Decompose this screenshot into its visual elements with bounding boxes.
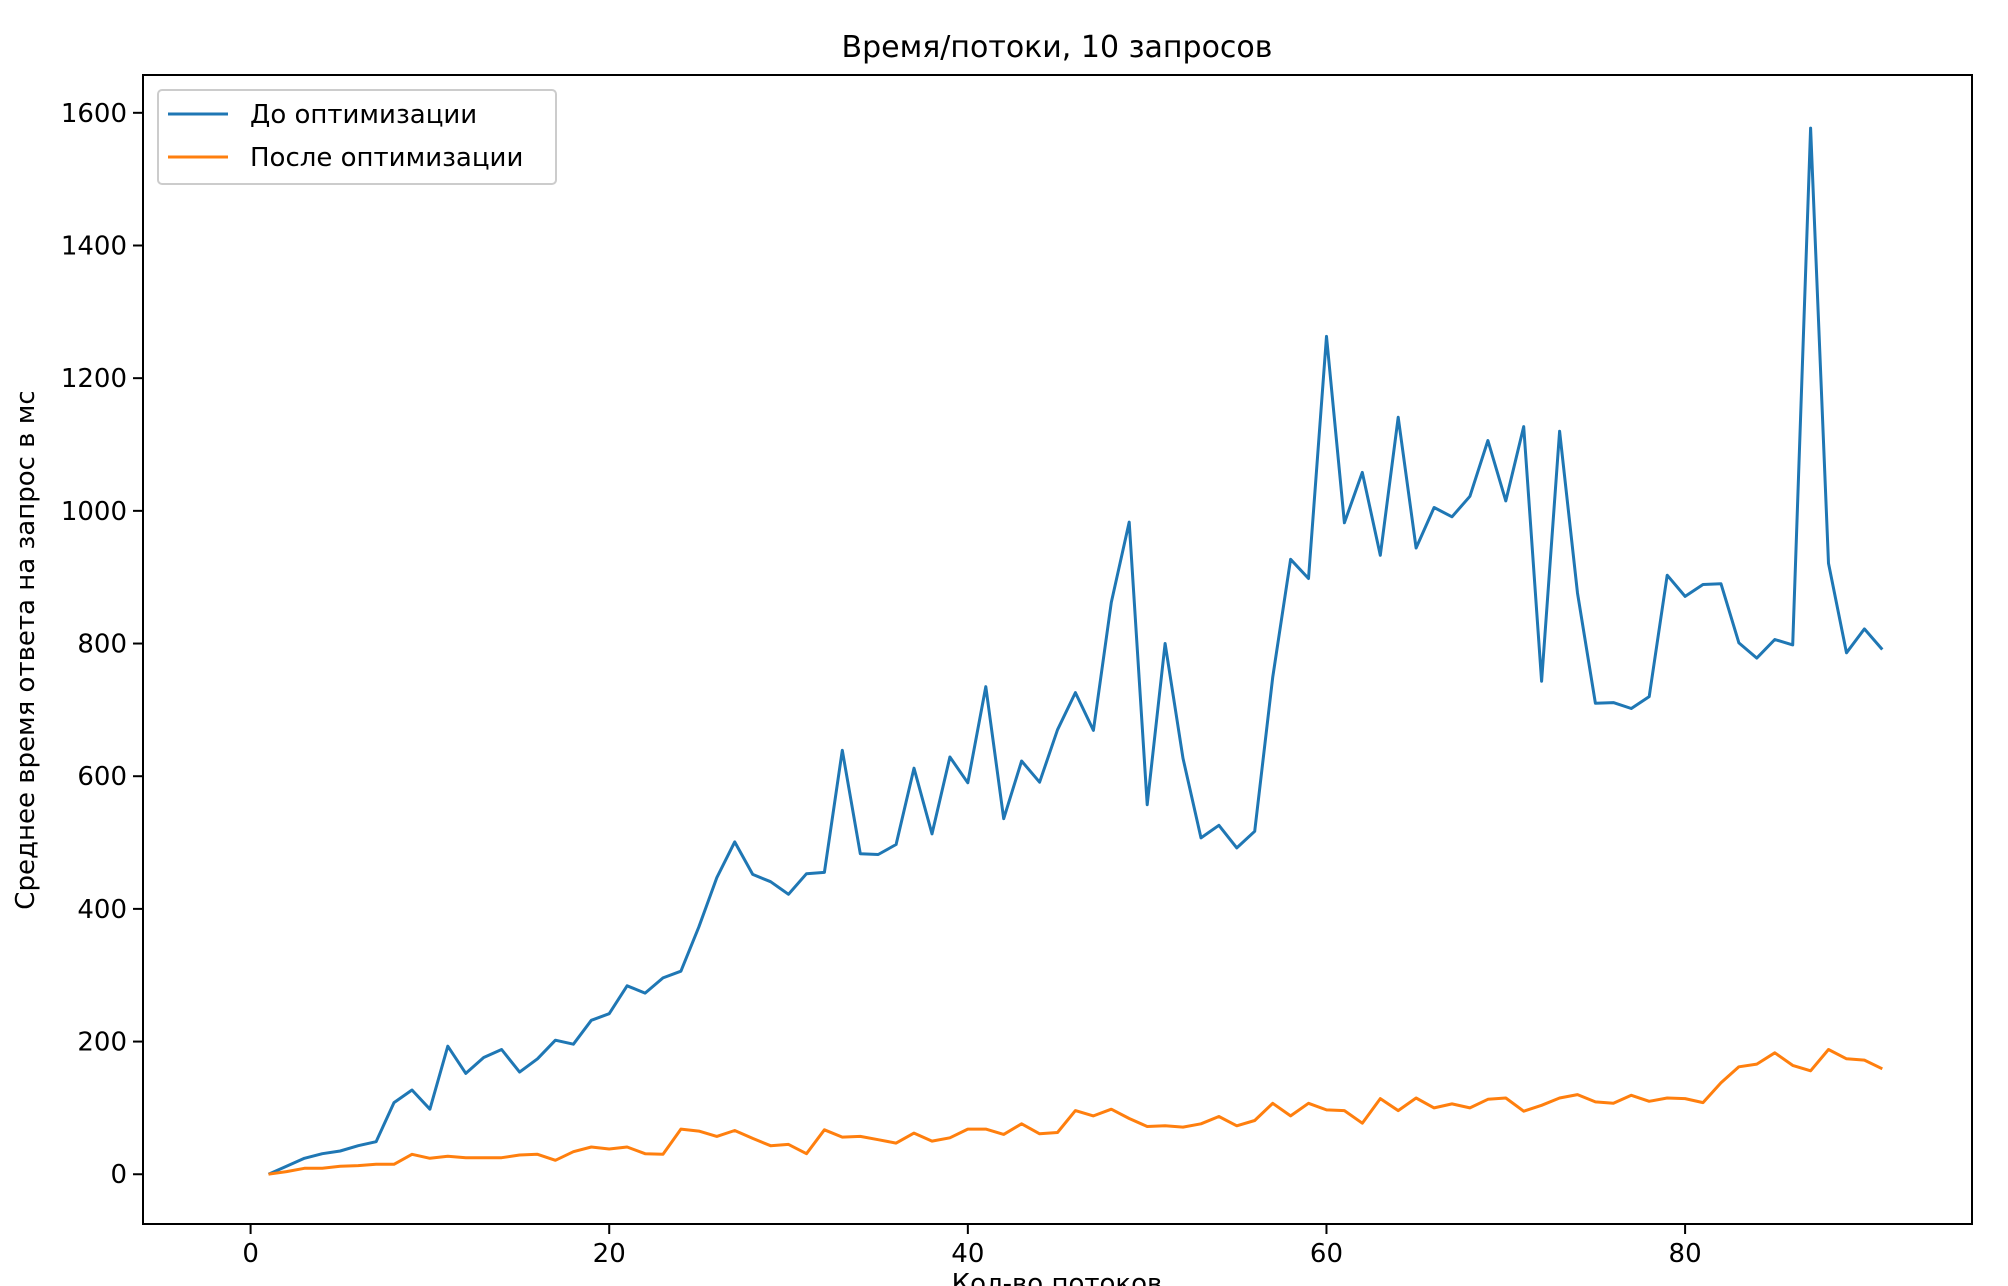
x-axis: 0 20 40 60 80 xyxy=(242,1224,1702,1269)
legend-label-1: До оптимизации xyxy=(250,100,477,130)
y-tick-label: 600 xyxy=(77,762,127,792)
legend-label-2: После оптимизации xyxy=(250,143,523,173)
y-tick-label: 0 xyxy=(110,1160,127,1190)
series-line-1 xyxy=(267,126,1884,1176)
y-tick-label: 1000 xyxy=(61,497,127,527)
x-tick-label: 40 xyxy=(951,1239,984,1269)
x-tick-label: 0 xyxy=(242,1239,259,1269)
x-axis-label: Кол-во потоков xyxy=(952,1269,1163,1286)
series-line-2 xyxy=(268,1048,1883,1176)
y-tick-label: 200 xyxy=(77,1028,127,1058)
plot-area xyxy=(142,74,1973,1225)
y-tick-label: 1200 xyxy=(61,364,127,394)
chart-title: Время/потоки, 10 запросов xyxy=(842,30,1273,65)
y-tick-label: 800 xyxy=(77,630,127,660)
x-tick-label: 60 xyxy=(1310,1239,1343,1269)
y-tick-label: 1400 xyxy=(61,231,127,261)
legend: До оптимизации После оптимизации xyxy=(157,89,557,185)
series-layer xyxy=(267,126,1884,1176)
y-axis: 0 200 400 600 800 1000 1200 1400 1600 xyxy=(61,99,143,1190)
y-tick-label: 1600 xyxy=(61,99,127,129)
plot-frame xyxy=(142,74,1973,1225)
legend-box xyxy=(157,89,557,185)
x-tick-label: 20 xyxy=(593,1239,626,1269)
x-tick-label: 80 xyxy=(1669,1239,1702,1269)
y-tick-label: 400 xyxy=(77,895,127,925)
y-axis-label: Среднее время ответа на запрос в мс xyxy=(11,390,41,909)
